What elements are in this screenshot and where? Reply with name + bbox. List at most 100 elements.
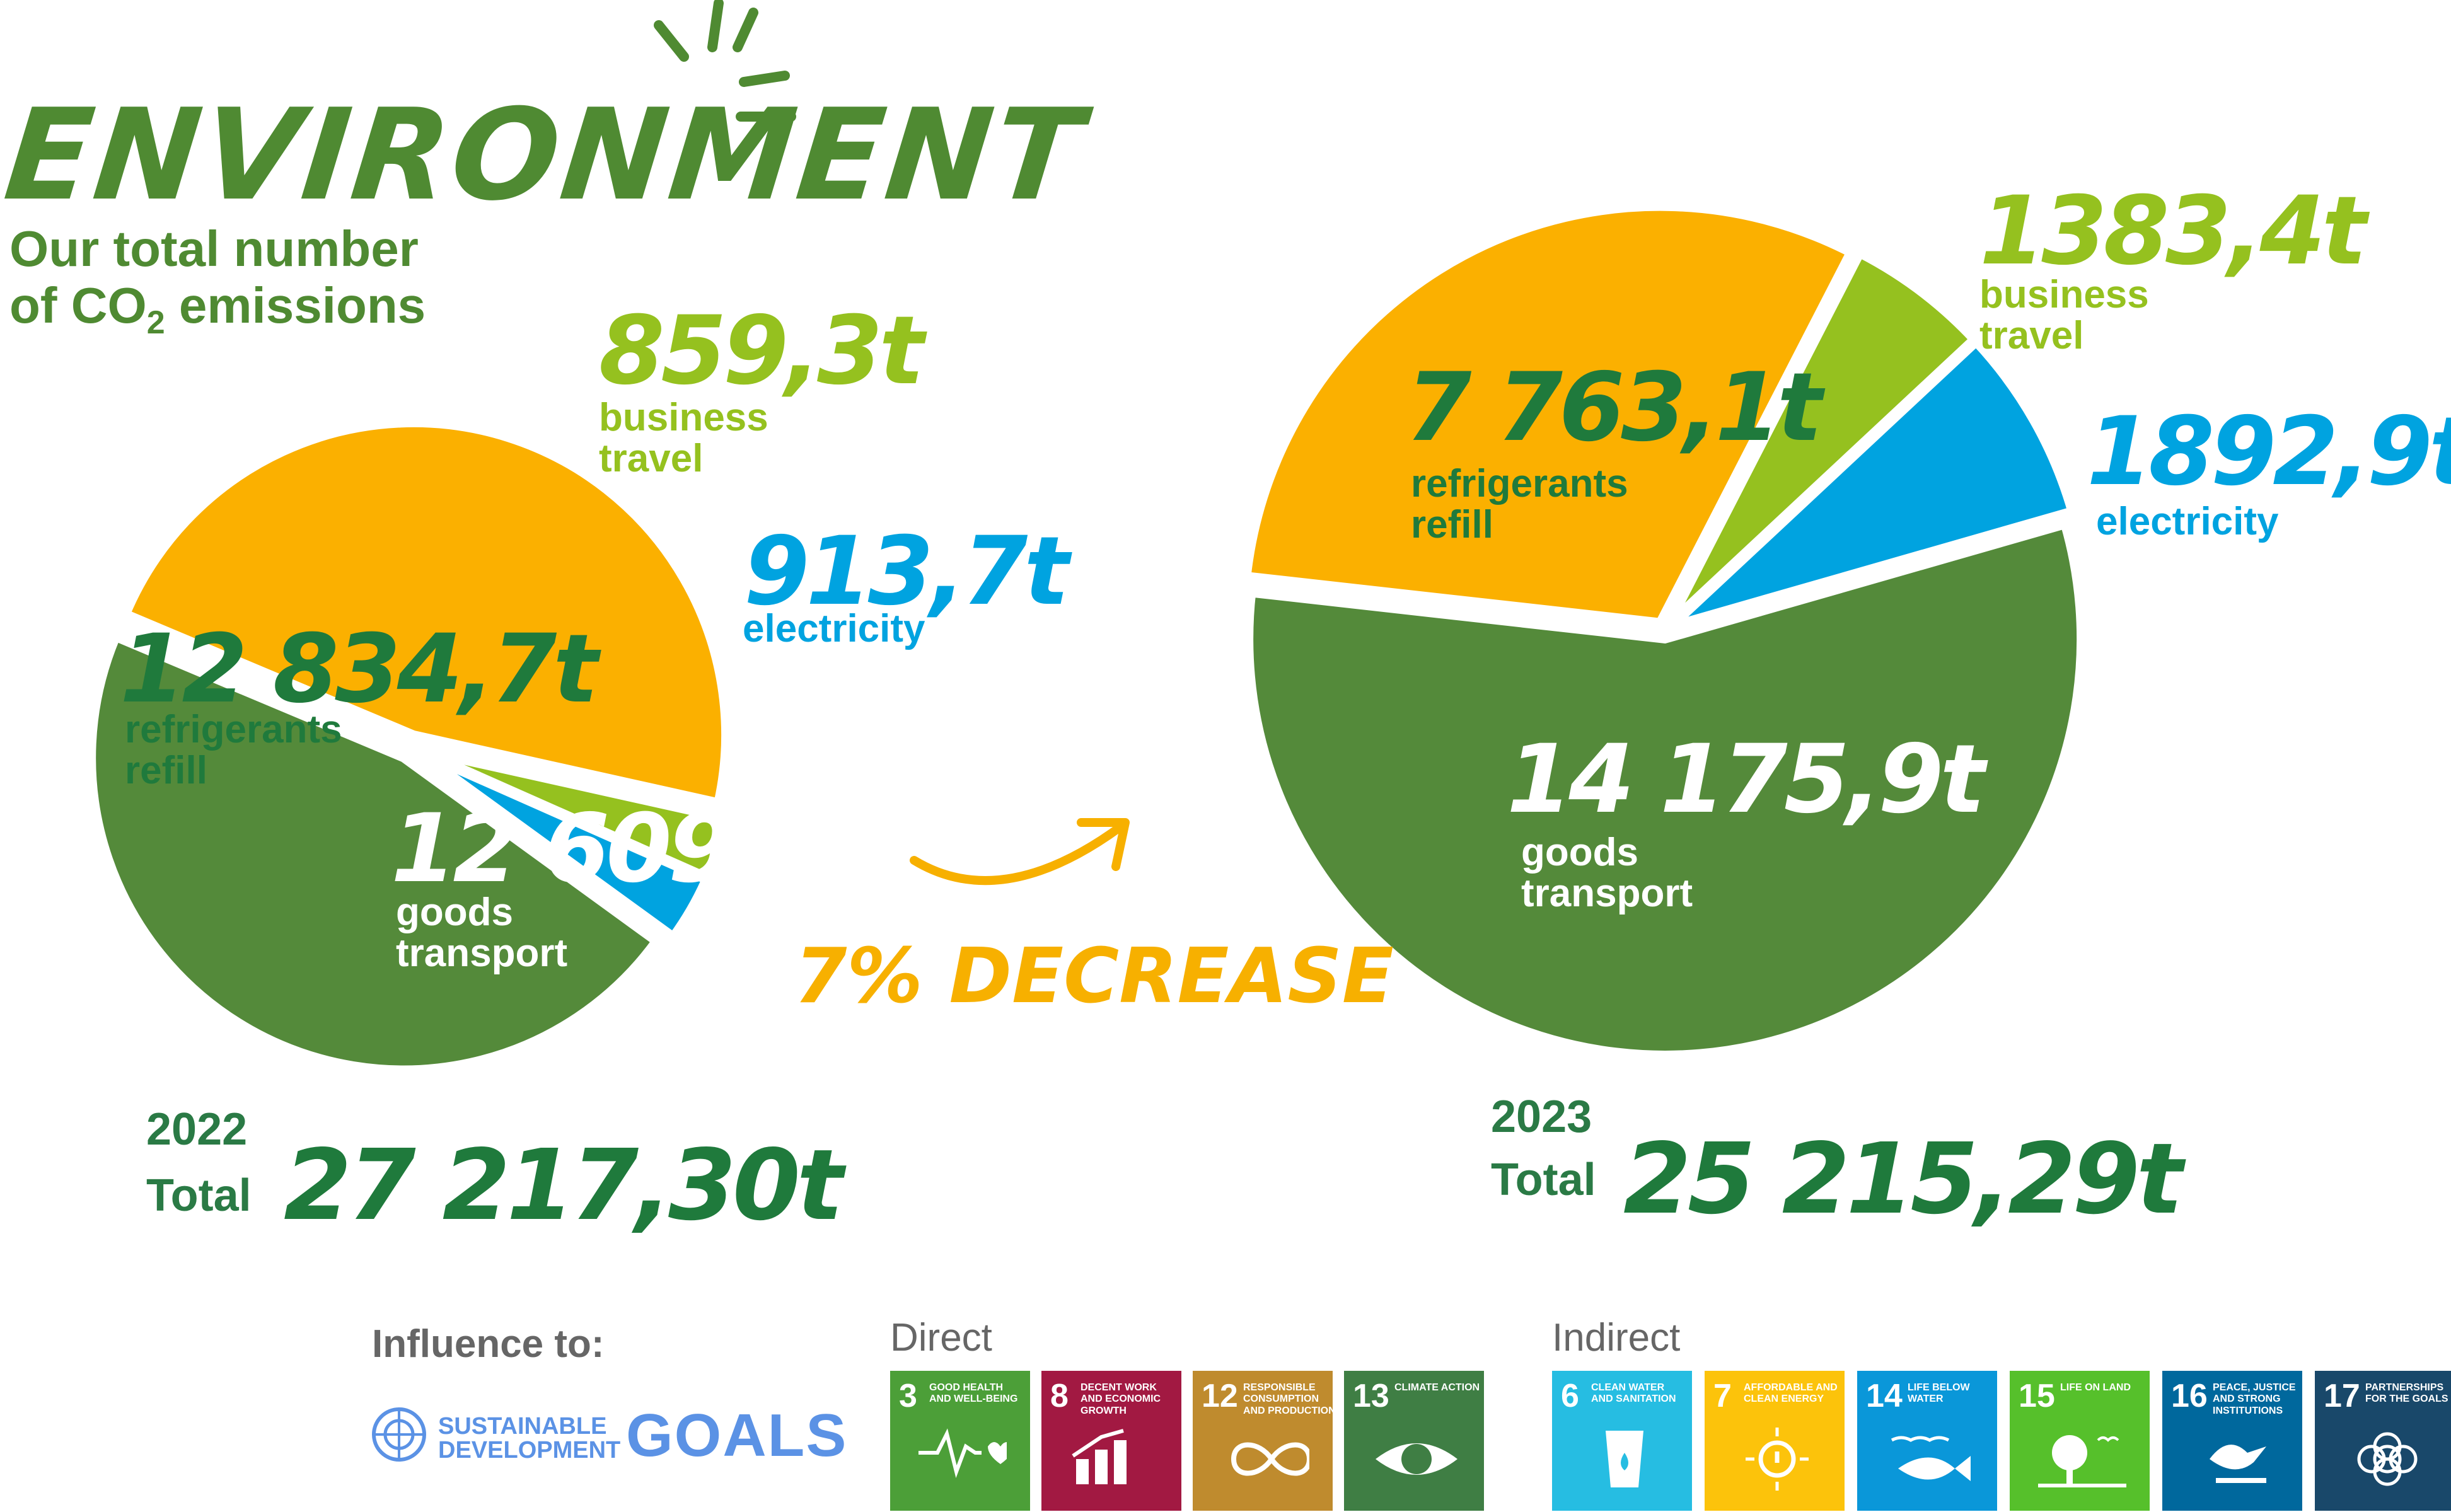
label-2022-business-travel-line1: business — [599, 396, 768, 439]
sdg-number: 13 — [1353, 1378, 1389, 1414]
sdg-number: 16 — [2171, 1378, 2208, 1414]
value-label-2023-goods-transport: 14 175,9t — [1507, 725, 1985, 834]
value-label-2022-business-travel: 859,3t — [599, 296, 924, 406]
label-2023-electricity: electricity — [2096, 500, 2279, 543]
direct-sdg-tile-3: 3 GOOD HEALTH AND WELL-BEING — [890, 1371, 1030, 1511]
label-2022-refrigerants-line1: refrigerants — [125, 708, 342, 751]
fish-icon — [1891, 1436, 1971, 1481]
year-2023: 2023 — [1491, 1092, 1592, 1142]
sdg-number: 7 — [1713, 1378, 1732, 1414]
pie-slice-2023-goods-transport — [1244, 520, 2086, 1059]
value-label-2023-electricity: 1892,9t — [2087, 397, 2451, 507]
subtitle-line2-post: emissions — [165, 277, 426, 333]
label-2022-business-travel-line2: travel — [599, 437, 704, 481]
pie-slice-2023-refrigerants-refill — [1242, 202, 1855, 627]
year-2022: 2022 — [146, 1104, 248, 1155]
flower-rings-icon — [2357, 1432, 2418, 1486]
label-2023-business-travel-line1: business — [1979, 273, 2149, 316]
indirect-sdg-tile-7: 7 AFFORDABLE AND CLEAN ENERGY — [1705, 1371, 1845, 1511]
value-label-2022-refrigerants: 12 834,7t — [120, 615, 598, 724]
sdg-title: PARTNERSHIPS FOR THE GOALS — [2365, 1382, 2448, 1405]
sdg-number: 14 — [1866, 1378, 1903, 1414]
water-glass-icon — [1606, 1431, 1643, 1487]
sdg-logo-line2: DEVELOPMENT — [438, 1437, 621, 1463]
indirect-sdg-tile-15: 15 LIFE ON LAND — [2010, 1371, 2150, 1511]
indirect-sdg-tile-17: 17 PARTNERSHIPS FOR THE GOALS — [2315, 1371, 2451, 1511]
label-2022-business-travel: business travel — [599, 397, 768, 479]
pie-slice-2023-business-travel — [1665, 248, 1978, 628]
sdg-number: 17 — [2324, 1378, 2360, 1414]
label-2022-electricity: electricity — [743, 607, 925, 650]
subtitle-line2-pre: of CO — [9, 277, 147, 333]
label-2022-goods-line2: transport — [396, 932, 568, 976]
sdg-number: 12 — [1202, 1378, 1238, 1414]
value-label-2023-refrigerants: 7 763,1t — [1406, 353, 1822, 463]
total-label-2023: Total — [1491, 1155, 1596, 1205]
total-label-2022: Total — [146, 1170, 252, 1221]
label-2023-business-travel-line2: travel — [1979, 314, 2084, 358]
label-2023-goods-transport: goods transport — [1521, 832, 1693, 914]
pie-slice-2022-electricity — [416, 748, 710, 941]
un-emblem-icon — [372, 1407, 426, 1462]
value-label-2022-goods-transport: 12 609,6t — [391, 794, 869, 904]
indirect-sdg-tile-14: 14 LIFE BELOW WATER — [1857, 1371, 1997, 1511]
sdg-title: CLIMATE ACTION — [1394, 1382, 1480, 1393]
sdg-title: GOOD HEALTH AND WELL-BEING — [929, 1382, 1018, 1405]
sdg-number: 8 — [1050, 1378, 1069, 1414]
indirect-sdg-tile-6: 6 CLEAN WATER AND SANITATION — [1552, 1371, 1692, 1511]
sdg-number: 3 — [899, 1378, 917, 1414]
label-2023-goods-line2: transport — [1521, 872, 1693, 916]
decrease-label: 7% DECREASE — [794, 933, 1394, 1020]
sdg-title: PEACE, JUSTICE AND STRONG INSTITUTIONS — [2213, 1382, 2296, 1416]
sdg-logo: SUSTAINABLE DEVELOPMENT GOALS — [369, 1404, 846, 1467]
label-2023-goods-line1: goods — [1521, 831, 1638, 874]
label-2023-business-travel: business travel — [1979, 274, 2149, 356]
earth-eye-icon — [1376, 1443, 1457, 1475]
infinity-icon — [1231, 1442, 1309, 1476]
total-value-2022: 27 217,30t — [284, 1128, 843, 1242]
tree-birds-icon — [2038, 1435, 2126, 1487]
subtitle-line1: Our total number — [9, 221, 419, 277]
pie-slice-2022-goods-transport — [87, 632, 661, 1075]
pie-slice-2022-refrigerants-refill — [121, 418, 731, 807]
direct-label: Direct — [890, 1316, 992, 1359]
total-value-2023: 25 215,29t — [1623, 1122, 2183, 1236]
direct-sdg-tile-12: 12 RESPONSIBLE CONSUMPTION AND PRODUCTION — [1193, 1371, 1336, 1511]
sdg-title: AFFORDABLE AND CLEAN ENERGY — [1744, 1382, 1838, 1405]
dove-gavel-icon — [2210, 1445, 2266, 1483]
sdg-logo-line1: SUSTAINABLE — [438, 1413, 607, 1440]
sdg-number: 15 — [2019, 1378, 2055, 1414]
direct-sdg-tile-8: 8 DECENT WORK AND ECONOMIC GROWTH — [1041, 1371, 1181, 1511]
sdg-title: RESPONSIBLE CONSUMPTION AND PRODUCTION — [1243, 1382, 1336, 1416]
curved-arrow-icon — [910, 818, 1130, 885]
sdg-logo-goals: GOALS — [626, 1402, 848, 1469]
label-2022-goods-transport: goods transport — [396, 892, 567, 974]
influence-heading: Influence to: — [372, 1322, 605, 1366]
label-2022-goods-line1: goods — [396, 891, 513, 934]
sdg-title: CLEAN WATER AND SANITATION — [1591, 1382, 1676, 1405]
value-label-2023-business-travel: 1383,4t — [1979, 176, 2367, 286]
page-subtitle: Our total number of CO2 emissions — [9, 221, 426, 341]
label-2023-refrigerants-line1: refrigerants — [1411, 462, 1628, 505]
label-2023-refrigerants-line2: refill — [1411, 503, 1493, 547]
heartbeat-icon — [918, 1428, 1007, 1479]
indirect-sdg-tile-16: 16 PEACE, JUSTICE AND STRONG INSTITUTIONS — [2162, 1371, 2302, 1511]
subtitle-line2: of CO2 emissions — [9, 277, 426, 341]
sun-rays-icon — [654, 0, 796, 122]
sdg-title: LIFE BELOW WATER — [1908, 1382, 1970, 1405]
sdg-title: DECENT WORK AND ECONOMIC GROWTH — [1081, 1382, 1161, 1416]
sdg-title: LIFE ON LAND — [2060, 1382, 2131, 1393]
sun-power-icon — [1746, 1428, 1809, 1491]
subtitle-subscript: 2 — [146, 304, 165, 341]
label-2023-refrigerants: refrigerants refill — [1411, 463, 1628, 545]
indirect-label: Indirect — [1552, 1316, 1681, 1359]
sdg-logo-text: SUSTAINABLE DEVELOPMENT — [438, 1414, 620, 1462]
label-2022-refrigerants: refrigerants refill — [125, 709, 342, 791]
direct-sdg-tile-13: 13 CLIMATE ACTION — [1344, 1371, 1484, 1511]
value-label-2022-electricity: 913,7t — [744, 517, 1069, 626]
pie-slice-2023-electricity — [1667, 337, 2077, 631]
growth-chart-icon — [1072, 1429, 1127, 1484]
label-2022-refrigerants-line2: refill — [125, 749, 207, 793]
